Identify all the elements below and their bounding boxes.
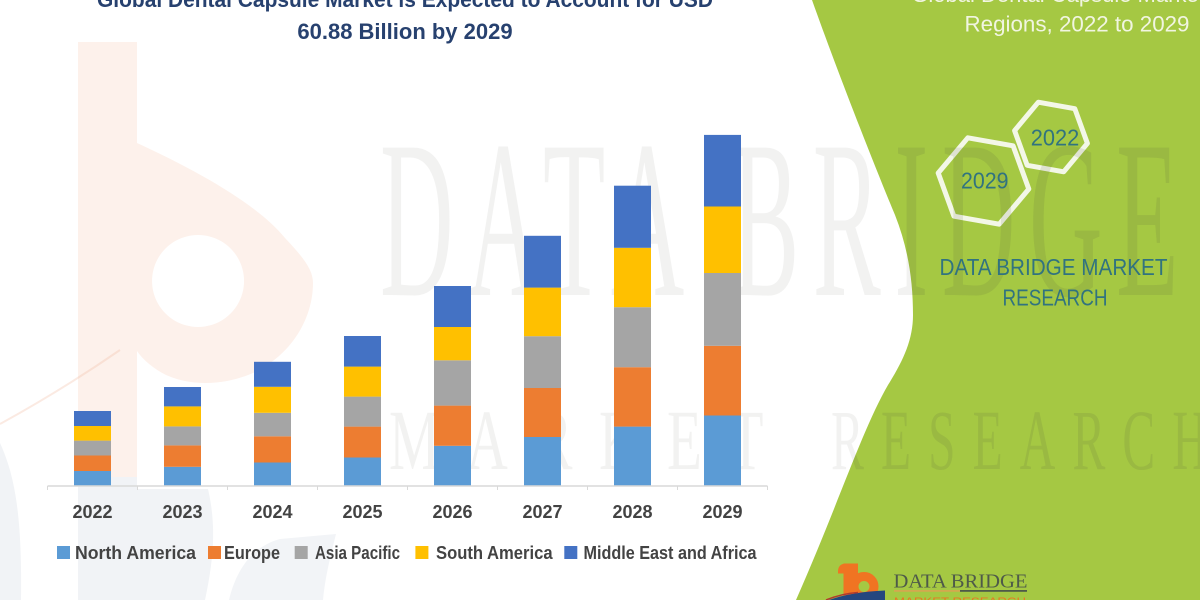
- svg-text:RESEARCH: RESEARCH: [831, 392, 1200, 488]
- svg-text:2027: 2027: [522, 502, 562, 522]
- svg-text:60.88 Billion by 2029: 60.88 Billion by 2029: [297, 19, 512, 44]
- svg-text:DATA BRIDGE: DATA BRIDGE: [380, 94, 1192, 344]
- svg-text:2029: 2029: [702, 502, 742, 522]
- svg-text:2022: 2022: [72, 502, 112, 522]
- svg-text:2029: 2029: [961, 168, 1009, 194]
- svg-text:RESEARCH: RESEARCH: [831, 392, 1200, 488]
- svg-text:RESEARCH: RESEARCH: [1003, 285, 1108, 311]
- svg-text:2023: 2023: [162, 502, 202, 522]
- svg-text:MARKET RESEARCH: MARKET RESEARCH: [894, 596, 1026, 600]
- svg-text:2028: 2028: [612, 502, 652, 522]
- svg-text:Europe: Europe: [224, 543, 280, 563]
- svg-text:Regions, 2022 to 2029: Regions, 2022 to 2029: [965, 12, 1190, 37]
- svg-text:South America: South America: [436, 543, 553, 563]
- svg-text:2025: 2025: [342, 502, 382, 522]
- svg-text:DATA BRIDGE MARKET: DATA BRIDGE MARKET: [940, 254, 1168, 280]
- svg-text:North America: North America: [75, 543, 197, 563]
- svg-text:Asia Pacific: Asia Pacific: [315, 543, 400, 563]
- svg-text:Global Dental Capsule Market,: Global Dental Capsule Market, By: [911, 0, 1200, 7]
- svg-text:Middle East and Africa: Middle East and Africa: [584, 543, 758, 563]
- svg-text:2026: 2026: [432, 502, 472, 522]
- svg-text:2024: 2024: [252, 502, 292, 522]
- svg-text:Global Dental Capsule Market i: Global Dental Capsule Market is Expected…: [97, 0, 713, 12]
- svg-text:DATA BRIDGE: DATA BRIDGE: [894, 571, 1028, 593]
- svg-text:2022: 2022: [1031, 125, 1080, 151]
